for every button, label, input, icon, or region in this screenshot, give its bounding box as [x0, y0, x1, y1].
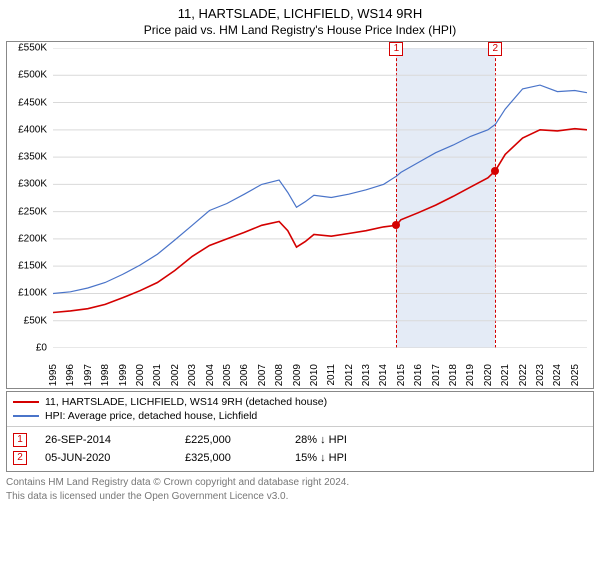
- y-tick-label: £450K: [18, 97, 47, 108]
- x-tick-label: 1998: [100, 364, 111, 386]
- sale-date-1: 26-SEP-2014: [45, 434, 185, 446]
- sale-index-1: 1: [13, 433, 27, 447]
- legend-swatch-1: [13, 401, 39, 403]
- y-tick-label: £500K: [18, 70, 47, 81]
- x-tick-label: 1995: [48, 364, 59, 386]
- legend-label-2: HPI: Average price, detached house, Lich…: [45, 410, 257, 422]
- x-tick-label: 2024: [552, 364, 563, 386]
- sale-price-2: £325,000: [185, 452, 295, 464]
- sale-price-1: £225,000: [185, 434, 295, 446]
- legend-row-series-2: HPI: Average price, detached house, Lich…: [13, 409, 587, 423]
- y-tick-label: £550K: [18, 43, 47, 54]
- sale-diff-2: 15% ↓ HPI: [295, 452, 347, 464]
- page-title: 11, HARTSLADE, LICHFIELD, WS14 9RH: [0, 6, 600, 21]
- x-tick-label: 2019: [465, 364, 476, 386]
- sale-marker-box-1: 1: [389, 42, 403, 56]
- x-tick-label: 1997: [83, 364, 94, 386]
- sales-table: 1 26-SEP-2014 £225,000 28% ↓ HPI 2 05-JU…: [7, 426, 593, 471]
- sale-date-2: 05-JUN-2020: [45, 452, 185, 464]
- x-tick-label: 2014: [378, 364, 389, 386]
- x-tick-label: 2025: [570, 364, 581, 386]
- x-tick-label: 2015: [396, 364, 407, 386]
- y-tick-label: £250K: [18, 206, 47, 217]
- y-tick-label: £100K: [18, 288, 47, 299]
- sale-marker-box-2: 2: [488, 42, 502, 56]
- y-tick-label: £300K: [18, 179, 47, 190]
- y-tick-label: £400K: [18, 124, 47, 135]
- x-tick-label: 2018: [448, 364, 459, 386]
- page-subtitle: Price paid vs. HM Land Registry's House …: [0, 23, 600, 37]
- x-tick-label: 2017: [431, 364, 442, 386]
- x-tick-label: 2006: [239, 364, 250, 386]
- x-tick-label: 2002: [170, 364, 181, 386]
- x-tick-label: 2016: [413, 364, 424, 386]
- plot-area: 1 2: [53, 48, 587, 348]
- legend-swatch-2: [13, 415, 39, 417]
- x-tick-label: 2007: [257, 364, 268, 386]
- sale-row-2: 2 05-JUN-2020 £325,000 15% ↓ HPI: [13, 449, 587, 467]
- sale-dot-1: [392, 221, 400, 229]
- x-tick-label: 1996: [65, 364, 76, 386]
- sale-row-1: 1 26-SEP-2014 £225,000 28% ↓ HPI: [13, 431, 587, 449]
- y-tick-label: £150K: [18, 261, 47, 272]
- x-tick-label: 2020: [483, 364, 494, 386]
- x-tick-label: 2022: [518, 364, 529, 386]
- legend-label-1: 11, HARTSLADE, LICHFIELD, WS14 9RH (deta…: [45, 396, 327, 408]
- sale-index-2: 2: [13, 451, 27, 465]
- chart-svg: [53, 48, 587, 348]
- x-tick-label: 1999: [118, 364, 129, 386]
- x-tick-label: 2004: [205, 364, 216, 386]
- y-tick-label: £0: [36, 343, 47, 354]
- x-tick-label: 2010: [309, 364, 320, 386]
- legend-row-series-1: 11, HARTSLADE, LICHFIELD, WS14 9RH (deta…: [13, 395, 587, 409]
- fineprint-line-2: This data is licensed under the Open Gov…: [6, 490, 594, 504]
- fineprint-line-1: Contains HM Land Registry data © Crown c…: [6, 476, 594, 490]
- y-tick-label: £200K: [18, 233, 47, 244]
- x-tick-label: 2021: [500, 364, 511, 386]
- fineprint: Contains HM Land Registry data © Crown c…: [6, 476, 594, 503]
- x-tick-label: 2003: [187, 364, 198, 386]
- y-tick-label: £350K: [18, 152, 47, 163]
- x-tick-label: 2011: [326, 364, 337, 386]
- x-tick-label: 2000: [135, 364, 146, 386]
- x-tick-label: 2009: [292, 364, 303, 386]
- x-tick-label: 2012: [344, 364, 355, 386]
- chart-container: 1 2 £0 £50K £100K £150K £200K £250K £300K £350K…: [6, 41, 594, 389]
- x-tick-label: 2001: [152, 364, 163, 386]
- x-tick-label: 2013: [361, 364, 372, 386]
- legend-box: 11, HARTSLADE, LICHFIELD, WS14 9RH (deta…: [6, 391, 594, 472]
- x-tick-label: 2023: [535, 364, 546, 386]
- y-tick-label: £50K: [24, 315, 47, 326]
- sale-diff-1: 28% ↓ HPI: [295, 434, 347, 446]
- x-tick-label: 2005: [222, 364, 233, 386]
- sale-dot-2: [491, 167, 499, 175]
- x-tick-label: 2008: [274, 364, 285, 386]
